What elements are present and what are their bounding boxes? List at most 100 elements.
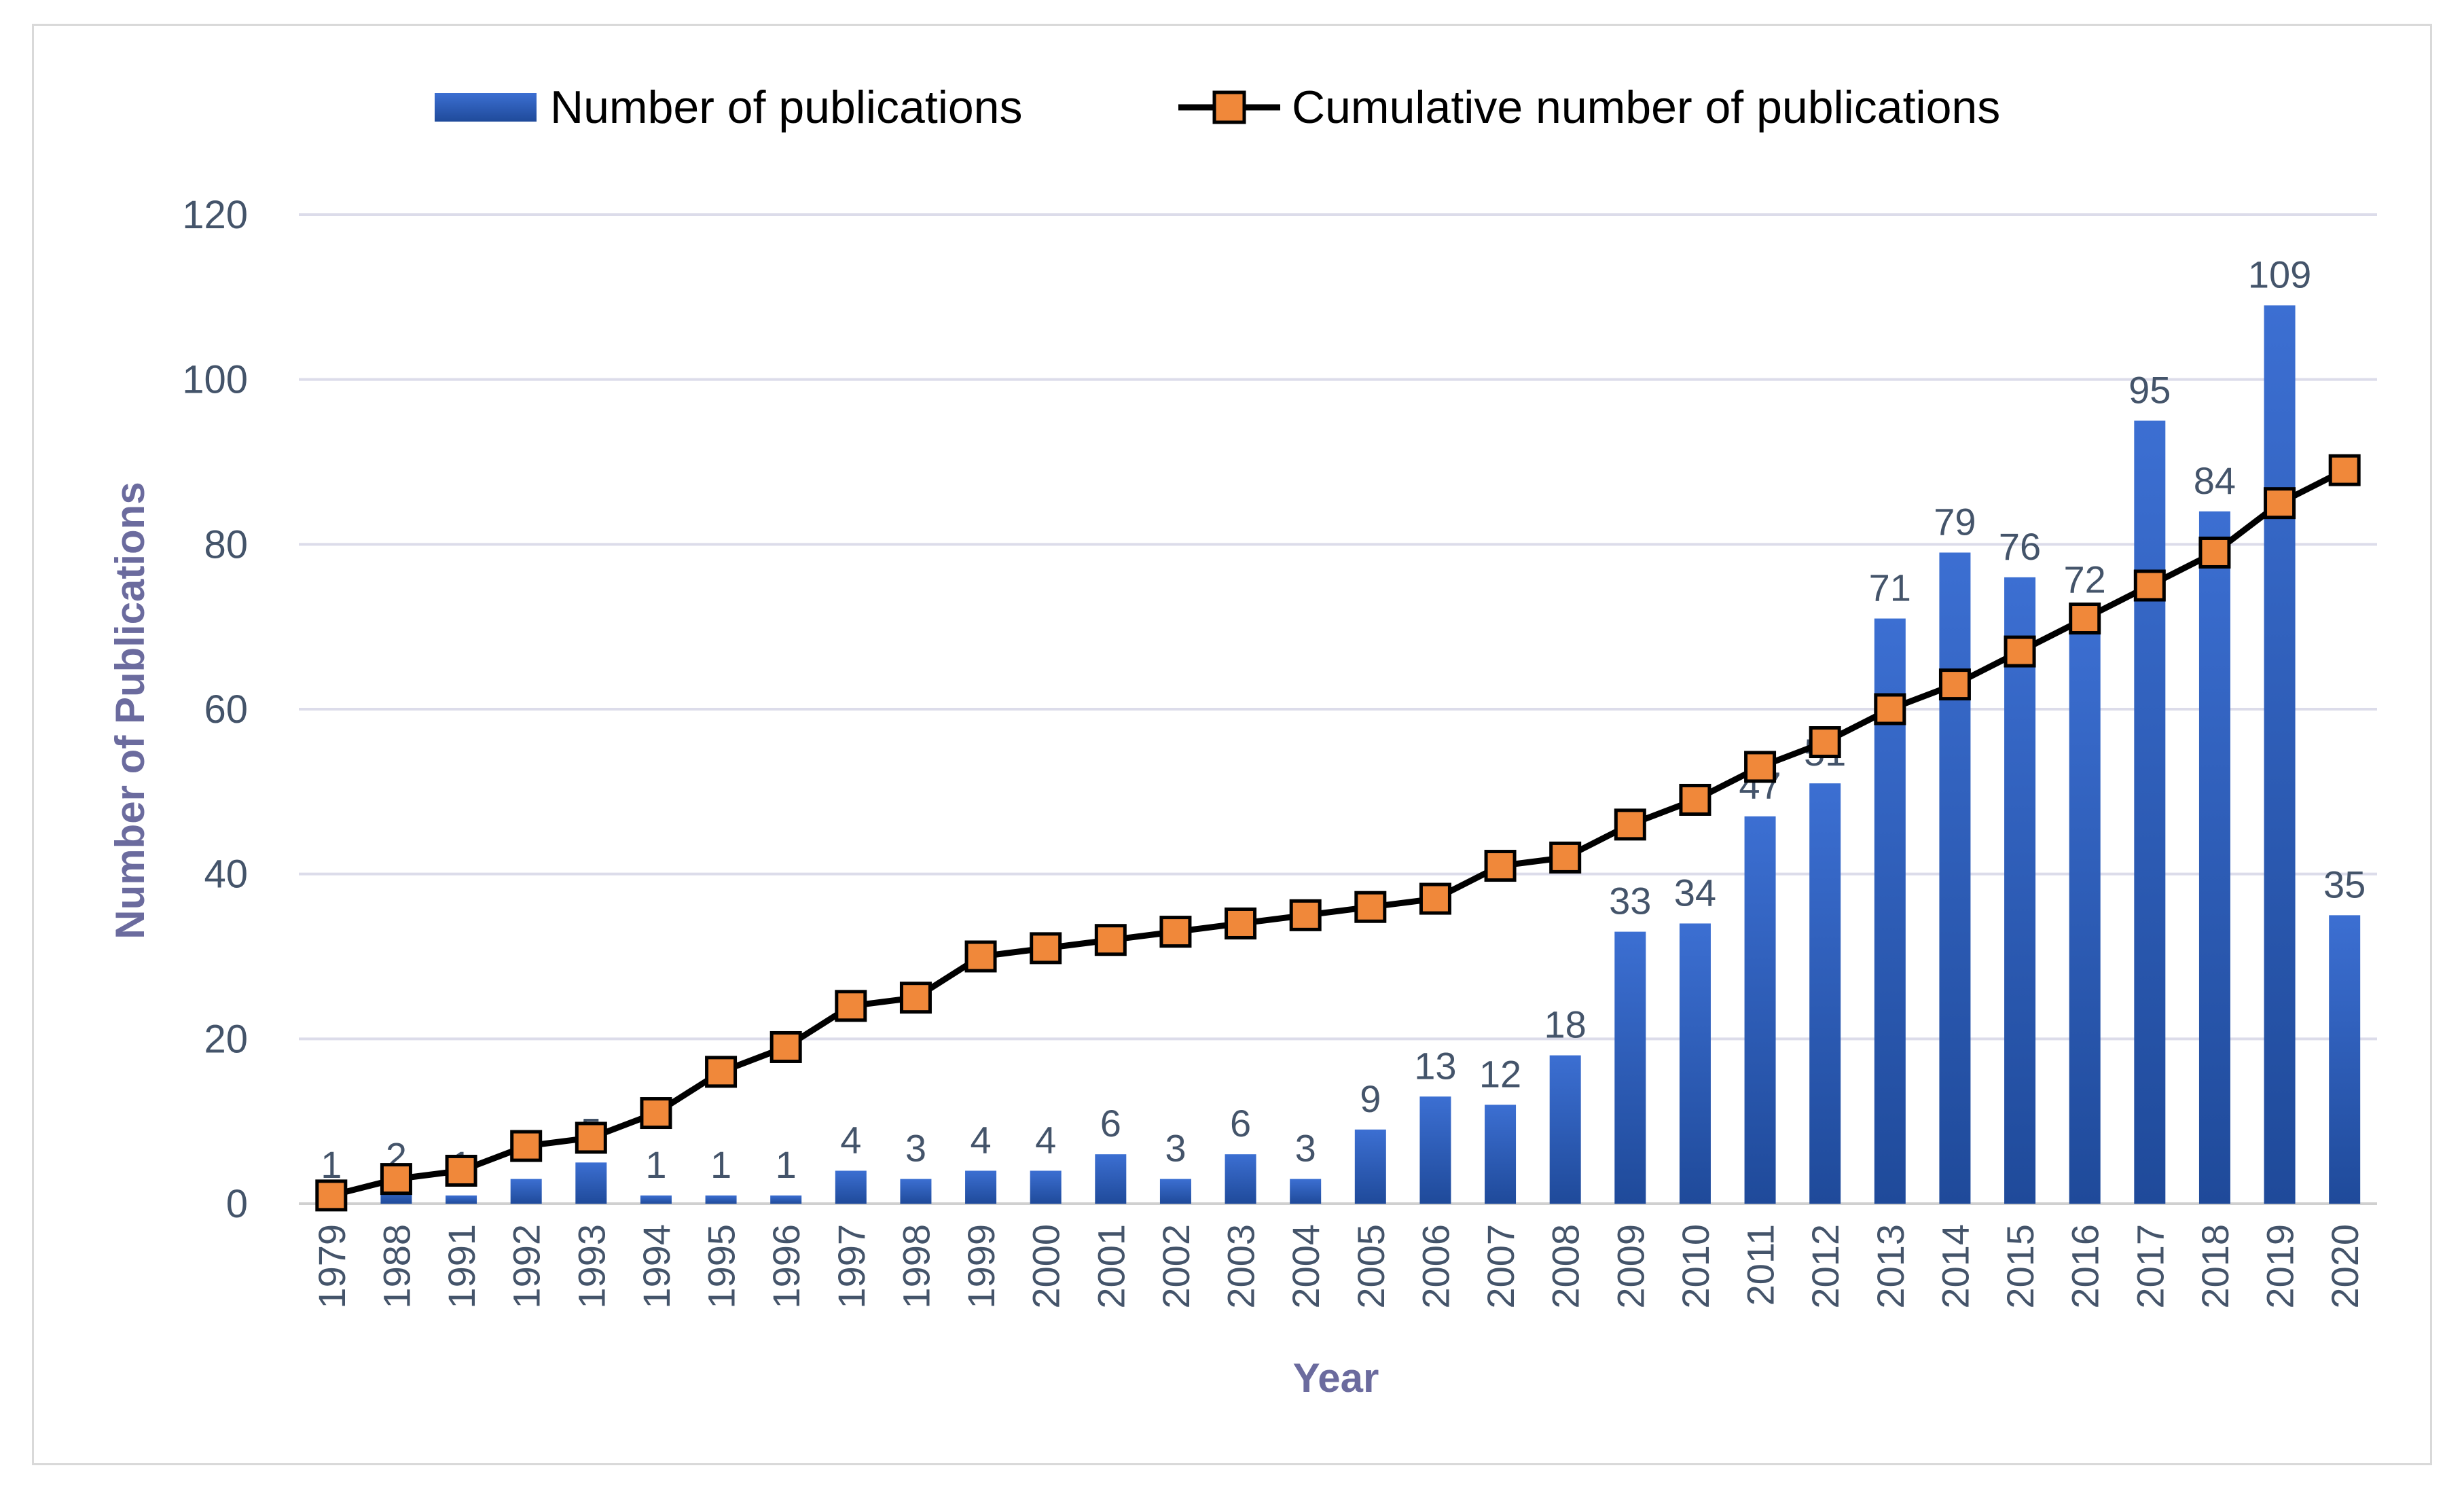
bar-series [315,305,2361,1204]
bar [575,1162,607,1204]
y-tick-label: 0 [226,1182,248,1226]
y-tick-label: 100 [182,358,248,402]
bar-data-label: 35 [2323,863,2366,905]
cumulative-marker [1809,726,1841,759]
x-tick-label: 2009 [1609,1224,1652,1309]
bar-data-label: 6 [1230,1102,1251,1145]
bar-data-label: 4 [970,1118,991,1161]
x-tick-label: 2004 [1284,1224,1327,1309]
cumulative-marker [1614,808,1646,841]
cumulative-marker [1354,891,1387,923]
bar [1939,552,1971,1204]
cumulative-marker [1289,899,1322,931]
cumulative-marker [2264,487,2296,520]
cumulative-marker [2133,569,2166,602]
cumulative-marker [1159,916,1192,948]
legend-line-marker [1212,90,1246,124]
bar [640,1195,672,1204]
cumulative-marker [1225,907,1257,939]
cumulative-line-series [315,454,2361,1212]
bar-data-label: 18 [1544,1003,1587,1046]
bar-data-label: 72 [2064,558,2106,600]
bar-data-label: 3 [1295,1127,1316,1170]
bar-data-label: 33 [1609,880,1651,922]
bar [705,1195,737,1204]
x-tick-label: 1996 [765,1224,808,1309]
x-tick-label: 1997 [830,1224,873,1309]
bar-data-label: 1 [710,1143,731,1186]
bar [2134,420,2166,1204]
x-tick-label: 2010 [1674,1224,1717,1309]
cumulative-marker [2069,603,2101,635]
x-tick-label: 1979 [310,1224,353,1309]
bar-data-label: 13 [1414,1044,1456,1087]
bar [1679,923,1711,1204]
legend: Number of publications Cumulative number… [435,82,2000,133]
bar-data-label: 71 [1869,567,1911,609]
bar [1744,816,1776,1204]
cumulative-marker [2328,454,2361,486]
bar-data-label: 3 [1165,1127,1186,1170]
cumulative-line [330,467,2347,1199]
bar-data-label: 12 [1479,1052,1521,1095]
bar-data-label: 3 [905,1127,926,1170]
bar-data-label: 84 [2194,459,2236,502]
x-tick-label: 1995 [700,1224,743,1309]
cumulative-marker [445,1154,477,1187]
x-axis-ticks: 1979 1988 1991 1992 1993 1994 1995 1996 1997 1998… [310,1224,2366,1309]
legend-line-label: Cumulative number of publications [1292,82,2000,133]
bar-data-labels: 1213511143446363913121833344751717976729… [321,253,2366,1185]
cumulative-marker [2198,536,2231,569]
bar [1290,1179,1322,1204]
cumulative-marker [769,1030,802,1063]
bar [2264,305,2296,1204]
bar [1354,1129,1386,1204]
cumulative-marker [1938,668,1971,701]
legend-bar-swatch [435,93,537,122]
cumulative-marker [1030,932,1062,965]
y-tick-label: 20 [204,1017,248,1061]
bar [1614,931,1646,1204]
x-tick-label: 1999 [960,1224,1002,1309]
x-tick-label: 2003 [1220,1224,1263,1309]
y-tick-label: 40 [204,853,248,897]
bar [1809,783,1841,1204]
x-tick-label: 2007 [1479,1224,1522,1309]
bar-data-label: 9 [1360,1077,1381,1120]
x-tick-label: 1994 [635,1224,678,1309]
y-tick-label: 80 [204,522,248,567]
bar-data-label: 1 [645,1143,666,1186]
x-tick-label: 1993 [570,1224,613,1309]
x-tick-label: 2014 [1934,1224,1976,1309]
bar-data-label: 76 [1999,525,2041,568]
bar-data-label: 4 [840,1118,861,1161]
x-tick-label: 2006 [1414,1224,1457,1309]
x-tick-label: 2019 [2259,1224,2302,1309]
cumulative-marker [575,1122,607,1154]
bar-data-label: 1 [321,1143,342,1186]
grid-lines [299,213,2377,1205]
bar [2329,915,2361,1204]
x-tick-label: 2017 [2128,1224,2171,1309]
x-tick-label: 2020 [2323,1224,2366,1309]
cumulative-marker [1549,841,1582,874]
cumulative-marker [2004,635,2036,668]
x-tick-label: 2013 [1869,1224,1912,1309]
bar [510,1179,542,1204]
bar [1159,1179,1191,1204]
bar [1485,1105,1517,1204]
x-tick-label: 2011 [1739,1224,1782,1306]
y-tick-label: 60 [204,687,248,732]
cumulative-marker [964,940,997,973]
bar [835,1170,867,1204]
bar-data-label: 1 [776,1143,797,1186]
x-tick-label: 2005 [1349,1224,1392,1309]
bar [1030,1170,1062,1204]
bar [446,1195,477,1204]
bar-data-label: 4 [1035,1118,1056,1161]
x-tick-label: 2015 [1999,1224,2042,1309]
bar-data-label: 34 [1674,871,1716,914]
bar [1549,1055,1581,1204]
x-tick-label: 2002 [1155,1224,1197,1309]
